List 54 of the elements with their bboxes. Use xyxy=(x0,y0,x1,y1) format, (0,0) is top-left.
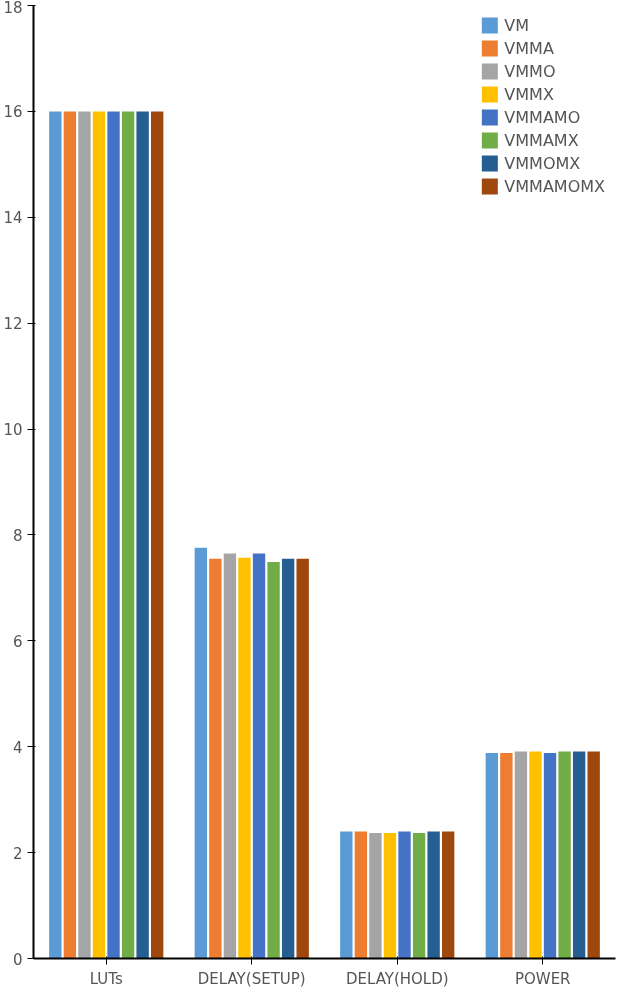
x-tick-label: DELAY(HOLD) xyxy=(345,969,449,988)
bar xyxy=(427,831,440,959)
bar xyxy=(49,111,62,959)
bar xyxy=(296,558,309,959)
bar xyxy=(369,833,382,959)
legend-label: VM xyxy=(504,15,530,35)
y-tick-label: 0 xyxy=(12,950,23,969)
bar xyxy=(441,831,455,959)
bar xyxy=(92,111,106,959)
bar xyxy=(136,111,149,959)
bar xyxy=(587,751,600,959)
bar xyxy=(543,753,557,959)
bar xyxy=(223,553,237,959)
bar xyxy=(63,111,77,959)
legend-label: VMMAMO xyxy=(504,107,581,127)
bar xyxy=(121,111,135,959)
bar xyxy=(194,547,208,959)
y-tick-label: 10 xyxy=(3,421,23,440)
bar xyxy=(412,833,426,959)
bar xyxy=(281,558,295,959)
legend-label: VMMAMOMX xyxy=(504,176,605,196)
y-tick-label: 14 xyxy=(3,209,23,228)
y-tick-label: 16 xyxy=(3,103,23,122)
bar xyxy=(558,751,571,959)
y-tick-label: 6 xyxy=(12,632,23,651)
legend-label: VMMX xyxy=(504,84,554,104)
bar xyxy=(238,557,251,959)
bar xyxy=(209,558,222,959)
bar xyxy=(107,111,120,959)
legend-label: VMMO xyxy=(504,61,556,81)
legend-label: VMMOMX xyxy=(504,153,581,173)
y-tick-label: 4 xyxy=(12,738,23,757)
x-tick-label: POWER xyxy=(514,969,571,988)
legend-label: VMMA xyxy=(504,38,554,58)
bar xyxy=(500,753,513,959)
bar xyxy=(252,553,266,959)
bar xyxy=(150,111,164,959)
bar xyxy=(354,831,368,959)
bar xyxy=(78,111,91,959)
bar xyxy=(340,831,353,959)
bar xyxy=(398,831,411,959)
legend-label: VMMAMX xyxy=(504,130,579,150)
x-tick-label: LUTs xyxy=(89,969,123,988)
bar xyxy=(383,833,397,959)
y-tick-label: 2 xyxy=(12,844,23,863)
bar xyxy=(514,751,528,959)
bar xyxy=(267,561,280,959)
bar xyxy=(485,753,499,959)
y-tick-label: 8 xyxy=(12,526,23,545)
bar xyxy=(529,751,542,959)
y-tick-label: 12 xyxy=(3,315,23,334)
x-tick-label: DELAY(SETUP) xyxy=(197,969,306,988)
y-tick-label: 18 xyxy=(3,0,23,17)
bar xyxy=(572,751,586,959)
